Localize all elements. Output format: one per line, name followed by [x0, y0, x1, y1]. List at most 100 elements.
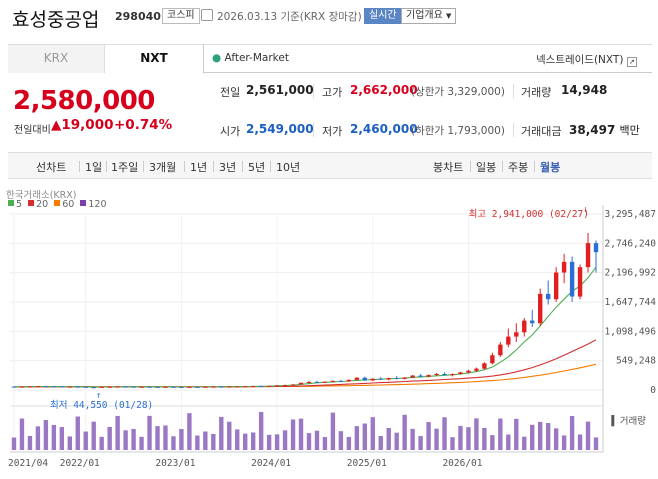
volume-bar — [585, 421, 591, 450]
candle-body — [11, 386, 17, 388]
candle-body — [338, 380, 344, 382]
max-annotation: 최고 2,941,000 (02/27) — [469, 209, 589, 220]
legend-item-ma120[interactable]: 120 — [80, 199, 107, 210]
volume-bar — [195, 435, 200, 450]
legend-item-ma5[interactable]: 5 — [8, 199, 22, 210]
volume-label: 거래량 — [521, 86, 552, 99]
candle-body — [362, 377, 367, 381]
nxt-link-text: 넥스트레이드(NXT) — [536, 54, 624, 66]
divider — [513, 123, 514, 137]
volume-bar — [163, 425, 168, 450]
volume-bar — [434, 428, 439, 450]
volume-label: ▐ 거래량 — [608, 415, 646, 427]
after-market-text: After-Market — [224, 52, 289, 64]
candle-body — [585, 243, 591, 268]
volume-bar — [410, 428, 415, 450]
volume-bar — [235, 429, 240, 450]
divider — [79, 161, 80, 172]
period-3m-button[interactable]: 3개월 — [149, 161, 177, 174]
line-chart-button[interactable]: 선차트 — [36, 161, 67, 174]
candle-body — [155, 386, 160, 388]
candle-body — [147, 386, 152, 388]
legend-label: 5 — [16, 199, 23, 210]
volume-bar — [545, 422, 551, 450]
tab-nxt[interactable]: NXT — [105, 45, 204, 74]
volume-bar — [450, 437, 455, 450]
nxt-link[interactable]: 넥스트레이드(NXT) ↗ — [536, 52, 637, 67]
volume-bar — [250, 432, 256, 450]
candle-body — [466, 370, 471, 373]
volume-bar — [306, 433, 312, 450]
volume-bar — [11, 437, 17, 450]
prev-close-label: 전일 — [220, 86, 241, 99]
y-tick-label: 2,746,240 — [605, 238, 657, 249]
period-1y-button[interactable]: 1년 — [190, 161, 208, 174]
candle-body — [298, 382, 304, 385]
candle-body — [530, 320, 535, 324]
change-amount: ▲19,000 — [51, 117, 114, 133]
trading-amount-label: 거래대금 — [521, 125, 562, 138]
after-market-label: ● After-Market — [212, 52, 289, 64]
company-overview-button[interactable]: 기업개요 ▼ — [401, 8, 457, 24]
up-triangle-icon: ▲ — [51, 117, 62, 133]
volume-bar — [466, 427, 471, 450]
weekly-candle-button[interactable]: 주봉 — [508, 161, 529, 174]
chart-source: 한국거래소(KRX) — [6, 190, 77, 201]
volume-bar — [514, 418, 519, 450]
candle-body — [442, 373, 447, 376]
legend-item-ma20[interactable]: 20 — [28, 199, 48, 210]
period-1w-button[interactable]: 1주일 — [111, 161, 139, 174]
realtime-button[interactable]: 실시간 — [364, 8, 402, 24]
candle-body — [179, 386, 184, 388]
legend-item-ma60[interactable]: 60 — [54, 199, 74, 210]
candle-chart-button[interactable]: 봉차트 — [433, 161, 464, 174]
legend-swatch — [80, 200, 87, 206]
x-tick-label: 2021/04 — [8, 458, 48, 469]
volume-bar — [538, 421, 543, 450]
candle-body — [266, 385, 272, 387]
volume-bar — [338, 431, 344, 450]
x-tick-label: 2022/01 — [60, 458, 100, 469]
volume-bar — [243, 433, 248, 450]
period-5y-button[interactable]: 5년 — [248, 161, 266, 174]
divider — [502, 161, 503, 172]
candle-body — [235, 386, 240, 388]
volume-bar — [298, 418, 304, 450]
volume-bar — [569, 416, 575, 450]
period-3y-button[interactable]: 3년 — [219, 161, 237, 174]
candle-body — [402, 377, 407, 379]
volume-bar — [187, 413, 192, 450]
monthly-candle-button[interactable]: 월봉 — [540, 161, 561, 174]
candle-body — [243, 386, 248, 388]
divider — [534, 161, 535, 172]
volume-bar — [139, 436, 144, 450]
volume-bar — [290, 419, 296, 450]
candle-body — [434, 373, 439, 376]
daily-candle-button[interactable]: 일봉 — [476, 161, 497, 174]
volume-bar — [67, 436, 72, 450]
y-tick-label: 3,295,487 — [605, 209, 656, 220]
volume-bar — [51, 424, 57, 450]
trading-amount-value: 38,497 백만 — [569, 122, 640, 138]
period-1d-button[interactable]: 1일 — [85, 161, 103, 174]
volume-bar — [147, 415, 152, 450]
prev-diff-label: 전일대비 — [14, 125, 51, 136]
volume-bar — [426, 422, 431, 450]
x-tick-label: 2025/01 — [347, 458, 387, 469]
candle-body — [107, 386, 112, 388]
candle-body — [370, 378, 375, 381]
candle-body — [498, 344, 503, 356]
x-tick-label: 2024/01 — [251, 458, 291, 469]
lower-limit: (하한가 1,793,000) — [411, 125, 505, 137]
period-10y-button[interactable]: 10년 — [276, 161, 301, 174]
ma5-line — [13, 266, 597, 388]
tab-krx[interactable]: KRX — [8, 45, 105, 73]
candle-body — [577, 267, 583, 297]
volume-bar — [354, 426, 360, 450]
volume-bar — [522, 436, 527, 450]
candle-body — [538, 293, 543, 324]
candle-body — [386, 377, 391, 380]
candle-body — [59, 386, 65, 388]
candle-body — [250, 386, 256, 388]
